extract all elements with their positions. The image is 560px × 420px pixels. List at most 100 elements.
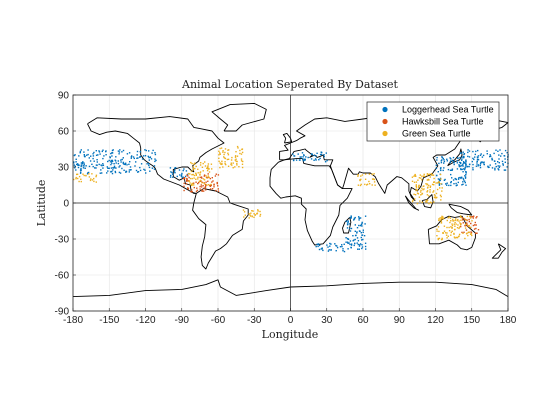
data-point [437,238,439,241]
data-point [85,175,87,177]
data-point [459,162,462,164]
data-point [218,150,220,152]
data-point [438,184,441,186]
data-point [185,170,188,172]
data-point [436,159,438,161]
data-point [230,162,232,164]
data-point [206,177,208,179]
data-point [421,187,423,189]
data-point [194,167,196,170]
data-point [75,176,77,179]
data-point [439,169,442,171]
data-point [341,245,343,248]
data-point [440,195,442,198]
legend-label-green: Green Sea Turtle [402,129,471,139]
coast-antarctica [72,279,509,298]
data-point [330,243,332,245]
data-point [470,231,472,233]
data-point [231,164,233,166]
data-point [147,155,149,158]
data-point [468,156,471,158]
data-point [192,173,194,176]
data-point [199,180,202,182]
x-tick-label: -60 [211,315,226,326]
data-point [463,218,466,221]
data-point [186,174,188,176]
data-point [210,163,213,165]
data-point [471,160,473,163]
data-point [95,167,97,169]
data-point [218,154,220,156]
data-point [449,161,451,164]
y-tick-label: -60 [55,271,70,282]
data-point [251,210,253,212]
data-point [439,194,442,196]
data-point [479,163,482,165]
data-point [421,193,423,195]
data-point [458,164,460,166]
data-point [346,241,349,243]
data-point [78,175,81,178]
data-point [458,177,460,179]
data-point [321,247,323,249]
data-point [430,201,432,203]
data-point [196,187,198,189]
data-point [486,153,488,155]
data-point [362,238,364,241]
data-point [101,172,103,174]
data-point [455,218,457,220]
data-point [468,150,471,152]
data-point [85,165,87,167]
x-tick-label: 150 [463,315,480,326]
data-point [469,226,472,229]
data-point [461,176,463,178]
data-point [354,238,356,241]
data-point [259,215,261,217]
data-point [361,239,363,241]
data-point [186,179,188,181]
data-point [155,159,157,162]
data-point [451,230,453,232]
data-point [236,145,239,148]
data-point [468,220,471,223]
data-point [203,190,205,192]
data-point [415,186,418,188]
data-point [423,175,426,178]
data-point [77,164,79,166]
data-point [417,193,420,195]
data-point [110,167,113,169]
data-point [204,165,207,167]
data-point [219,153,221,155]
data-point [149,170,151,172]
data-point [316,152,318,154]
data-point [199,179,202,182]
data-point [137,157,139,159]
data-point [437,226,440,228]
data-point [476,216,478,218]
data-point [91,173,93,175]
data-point [114,167,116,169]
data-point [460,177,462,180]
data-point [115,162,117,164]
data-point [88,176,91,178]
data-point [87,172,89,174]
data-point [218,160,220,162]
data-point [102,163,104,165]
data-point [357,184,360,186]
data-point [77,166,80,169]
data-point [498,162,500,164]
data-point [213,184,215,186]
data-point [357,175,359,177]
data-point [460,168,462,171]
data-point [243,216,245,218]
data-point [489,164,491,166]
data-point [434,195,436,197]
data-point [454,219,456,221]
data-point [208,171,211,173]
data-point [317,243,320,245]
data-point [436,228,438,230]
data-point [486,150,488,152]
data-point [187,175,189,177]
data-point [439,187,441,189]
data-point [227,149,229,151]
